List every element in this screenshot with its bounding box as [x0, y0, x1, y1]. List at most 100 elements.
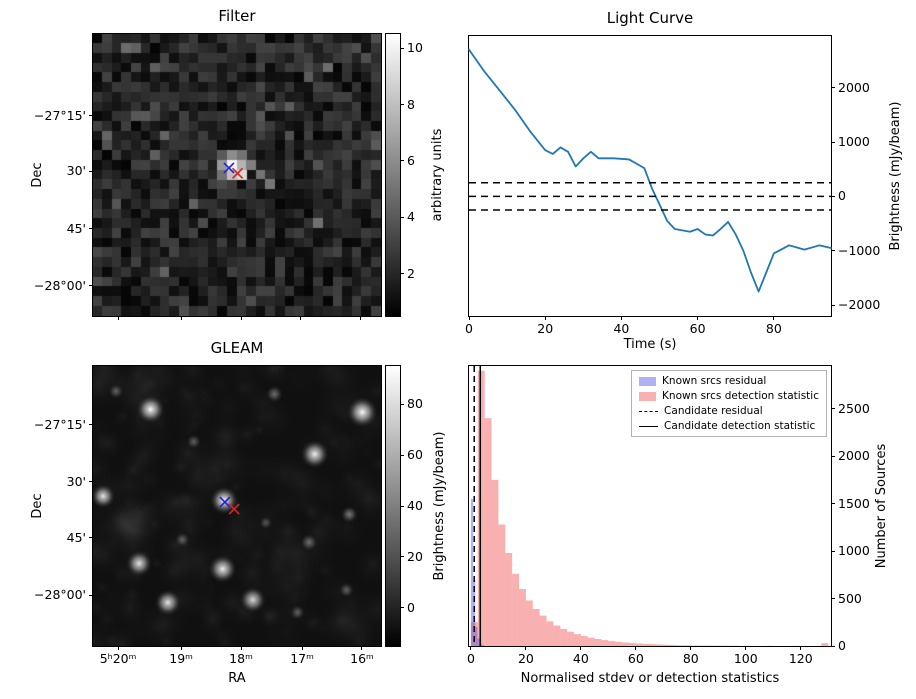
- y-tick-label: 0: [838, 188, 846, 204]
- filter-source-markers: [223, 162, 244, 179]
- histogram-ylabel: Number of Sources: [873, 443, 889, 569]
- x-tick-label: 0: [466, 651, 475, 666]
- y-tick-mark: [400, 403, 404, 405]
- x-tick-label: 80: [682, 651, 699, 666]
- y-tick-label: 2000: [838, 79, 870, 95]
- y-tick-mark: [89, 481, 93, 483]
- legend-label: Known srcs detection statistic: [662, 390, 819, 402]
- histogram-xlabel: Normalised stdev or detection statistics: [520, 671, 780, 686]
- y-tick-mark: [89, 594, 93, 596]
- x-tick-mark: [301, 646, 303, 650]
- x-tick-label: 18ᵐ: [229, 651, 253, 666]
- y-tick-mark: [831, 87, 835, 89]
- y-tick-label: −1000: [838, 242, 881, 258]
- y-tick-mark: [89, 285, 93, 287]
- y-tick-mark: [831, 503, 835, 505]
- y-tick-mark: [831, 141, 835, 143]
- x-tick-mark: [180, 316, 182, 320]
- y-tick-label: −27°15': [34, 416, 86, 432]
- y-tick-mark: [831, 304, 835, 306]
- y-tick-mark: [400, 556, 404, 558]
- gleam-xlabel: RA: [228, 671, 246, 686]
- y-tick-label: 30': [66, 163, 86, 179]
- x-tick-mark: [360, 316, 362, 320]
- y-tick-mark: [831, 250, 835, 252]
- gleam-title: GLEAM: [210, 339, 264, 357]
- legend-entry: Known srcs detection statistic: [639, 390, 819, 402]
- x-tick-mark: [620, 316, 622, 320]
- legend-entry: Known srcs residual: [639, 375, 819, 387]
- y-tick-label: 45': [66, 529, 86, 545]
- light-curve-ylabel: Brightness (mJy/beam): [887, 101, 903, 251]
- gleam-ylabel: Dec: [29, 493, 45, 519]
- x-tick-mark: [800, 646, 802, 650]
- y-tick-mark: [89, 424, 93, 426]
- y-tick-mark: [89, 537, 93, 539]
- y-tick-label: 80: [407, 395, 423, 411]
- y-tick-label: 1000: [838, 542, 870, 558]
- filter-colorbar-label: arbitrary units: [429, 128, 445, 222]
- x-tick-mark: [690, 646, 692, 650]
- x-tick-label: 19ᵐ: [169, 651, 193, 666]
- y-tick-mark: [400, 505, 404, 507]
- x-tick-mark: [361, 646, 363, 650]
- y-tick-mark: [831, 408, 835, 410]
- y-tick-label: 0: [407, 599, 415, 615]
- x-tick-mark: [773, 316, 775, 320]
- x-tick-mark: [470, 646, 472, 650]
- filter-title: Filter: [218, 7, 256, 25]
- x-tick-label: 40: [613, 321, 630, 336]
- y-tick-label: 4: [407, 209, 415, 225]
- y-tick-label: 2: [407, 265, 415, 281]
- y-tick-mark: [400, 160, 404, 162]
- y-tick-label: 20: [407, 548, 423, 564]
- x-tick-label: 60: [689, 321, 706, 336]
- legend-swatch-dashed-line: [639, 410, 659, 412]
- filter-panel: Filter Dec −27°15' 30' 45' −28°00': [30, 7, 382, 320]
- filter-colorbar: arbitrary units 2 4 6 8 10: [385, 33, 445, 317]
- y-tick-label: 6: [407, 152, 415, 168]
- y-tick-label: 40: [407, 497, 423, 513]
- x-tick-mark: [468, 316, 470, 320]
- y-tick-mark: [89, 170, 93, 172]
- y-tick-label: 0: [838, 637, 846, 653]
- filter-ylabel: Dec: [29, 162, 45, 188]
- gleam-panel: GLEAM RA Dec −27°15' 30' 45' −28°00' 5ʰ20ᵐ 19…: [30, 339, 382, 686]
- legend-swatch-patch: [639, 376, 657, 386]
- x-tick-mark: [300, 316, 302, 320]
- light-curve-plot: [468, 48, 832, 293]
- legend-label: Candidate residual: [664, 405, 763, 417]
- y-tick-label: 8: [407, 96, 415, 112]
- y-tick-mark: [831, 645, 835, 647]
- legend-swatch-solid-line: [639, 425, 659, 427]
- light-curve-title: Light Curve: [606, 9, 694, 27]
- x-tick-label: 0: [465, 321, 473, 336]
- x-tick-mark: [580, 646, 582, 650]
- x-tick-mark: [240, 646, 242, 650]
- x-tick-label: 120: [788, 651, 813, 666]
- y-tick-label: 2500: [838, 400, 870, 416]
- histogram-panel: Known srcs residual Known srcs detection …: [467, 365, 889, 686]
- y-tick-mark: [831, 598, 835, 600]
- x-tick-mark: [745, 646, 747, 650]
- y-tick-label: −28°00': [34, 277, 86, 293]
- x-tick-label: 5ʰ20ᵐ: [99, 651, 137, 666]
- x-tick-mark: [240, 316, 242, 320]
- gleam-source-markers: [219, 496, 240, 515]
- y-tick-label: −27°15': [34, 107, 86, 123]
- x-tick-mark: [117, 646, 119, 650]
- gleam-colorbar: Brightness (mJy/beam) 0 20 40 60 80: [385, 365, 447, 647]
- x-tick-mark: [635, 646, 637, 650]
- y-tick-label: 30': [66, 473, 86, 489]
- y-tick-mark: [400, 104, 404, 105]
- y-tick-mark: [400, 47, 404, 49]
- y-tick-mark: [400, 454, 404, 456]
- y-tick-label: 1000: [838, 133, 870, 149]
- y-tick-mark: [89, 228, 93, 230]
- legend-label: Candidate detection statistic: [664, 420, 816, 432]
- y-tick-mark: [831, 550, 835, 552]
- y-tick-mark: [400, 607, 404, 609]
- y-tick-label: −2000: [838, 296, 881, 312]
- y-tick-label: 2000: [838, 447, 870, 463]
